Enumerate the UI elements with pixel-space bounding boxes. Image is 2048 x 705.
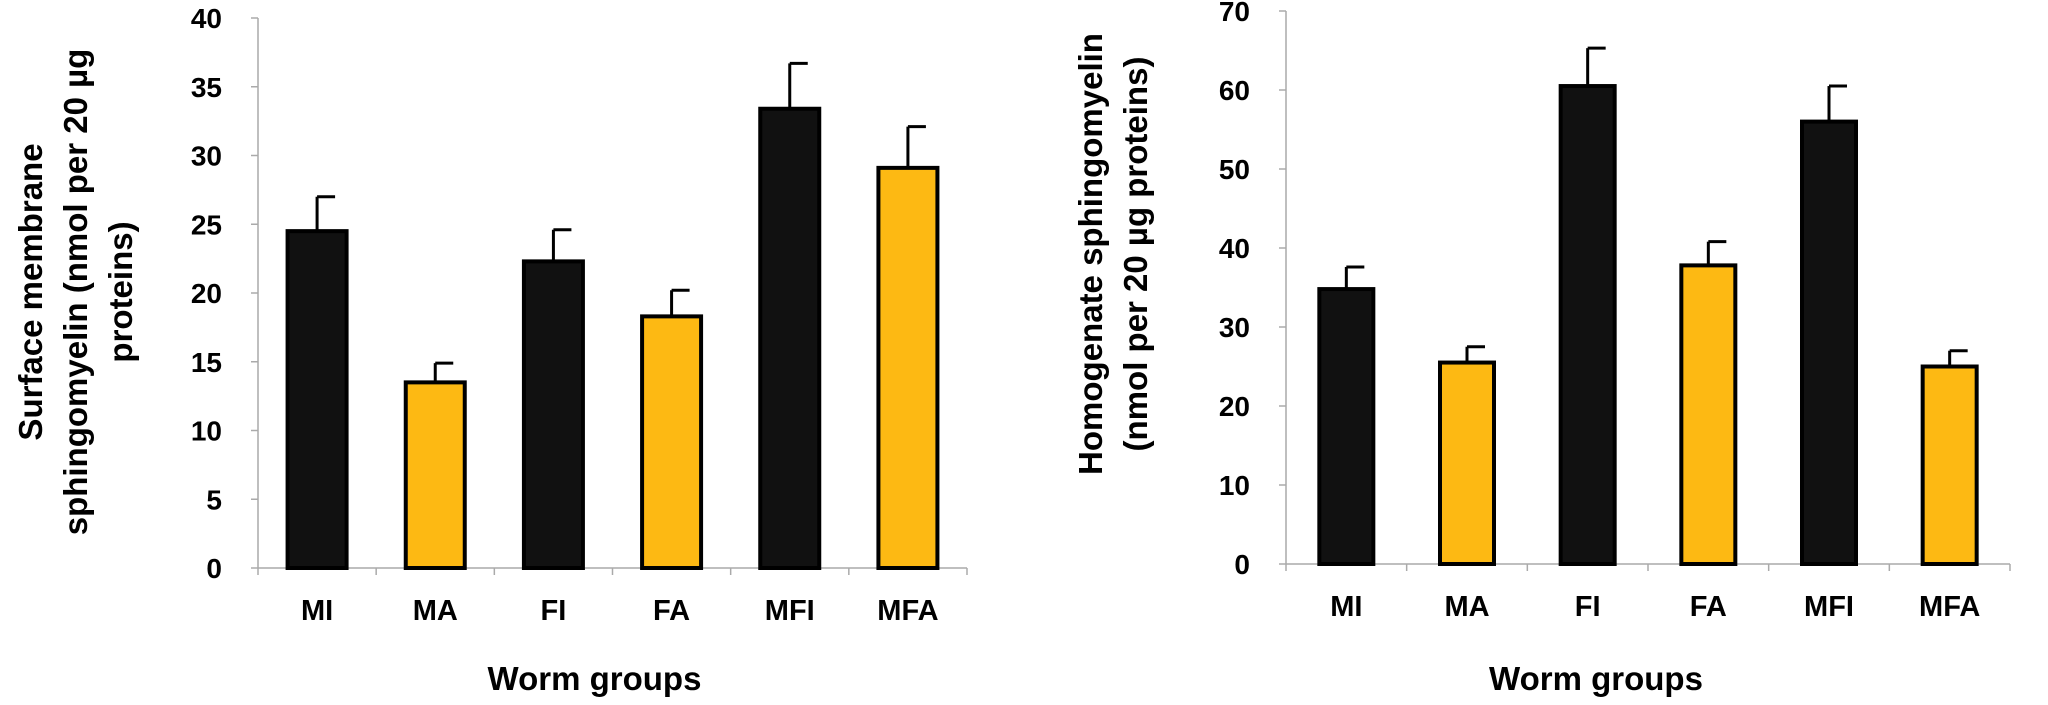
y-tick-label: 30 <box>191 141 222 172</box>
y-tick-label: 60 <box>1219 75 1250 106</box>
bar-ma <box>403 380 467 570</box>
bar-mi <box>1317 287 1376 566</box>
bar-ma <box>1438 360 1496 566</box>
category-label-ma: MA <box>413 595 458 627</box>
y-tick-label: 5 <box>206 484 222 515</box>
bar-mfi <box>758 106 822 570</box>
y-tick-label: 20 <box>1219 391 1250 422</box>
x-axis-title: Worm groups <box>488 660 702 697</box>
y-tick-label: 70 <box>1219 0 1250 27</box>
y-tick-label: 15 <box>191 347 222 378</box>
y-tick-label: 40 <box>1219 233 1250 264</box>
category-label-ma: MA <box>1444 591 1489 623</box>
bar-mfa <box>876 165 940 570</box>
y-tick-label: 10 <box>1219 470 1250 501</box>
category-label-mi: MI <box>1330 591 1362 623</box>
y-tick-label: 0 <box>1234 549 1250 580</box>
y-tick-label: 50 <box>1219 154 1250 185</box>
y-tick-label: 10 <box>191 416 222 447</box>
chart-homogenate-sphingomyelin: 0 10 20 30 40 50 60 70 MI MA FI FA MFI MFA Worm groups… <box>1072 0 2011 697</box>
y-tick-label: 40 <box>191 3 222 34</box>
bar-mfa <box>1920 364 1979 566</box>
y-axis-title-line: Homogenate sphingomyelin <box>1072 33 1109 475</box>
y-tick-label: 25 <box>191 209 222 240</box>
category-label-fa: FA <box>1690 591 1727 623</box>
category-label-mfa: MFA <box>1919 591 1980 623</box>
bar-mfi <box>1800 119 1858 566</box>
category-label-fi: FI <box>541 595 567 627</box>
y-tick-label: 20 <box>191 278 222 309</box>
category-label-fi: FI <box>1575 591 1601 623</box>
y-axis-title-line: (nmol per 20 µg proteins) <box>1117 57 1154 452</box>
bar-mi <box>285 229 349 570</box>
bar-fa <box>640 314 704 570</box>
y-tick-label: 35 <box>191 72 222 103</box>
y-axis-title-line: Surface membrane <box>12 143 49 440</box>
bar-fi <box>1558 84 1617 567</box>
x-axis-title: Worm groups <box>1489 660 1703 697</box>
y-axis-title-line: sphingomyelin (nmol per 20 µg <box>57 49 94 536</box>
chart-surface-membrane-sphingomyelin: 0 5 10 15 20 25 30 35 40 MI MA FI FA MFI MFA Worm group… <box>12 3 968 697</box>
category-label-mfi: MFI <box>1804 591 1854 623</box>
category-label-fa: FA <box>653 595 690 627</box>
category-label-mfi: MFI <box>765 595 815 627</box>
y-tick-label: 0 <box>206 553 222 584</box>
bar-fa <box>1679 263 1738 566</box>
bar-fi <box>521 259 585 570</box>
y-tick-label: 30 <box>1219 312 1250 343</box>
y-axis-title-line: proteins) <box>102 221 139 362</box>
category-label-mfa: MFA <box>877 595 938 627</box>
category-label-mi: MI <box>301 595 333 627</box>
